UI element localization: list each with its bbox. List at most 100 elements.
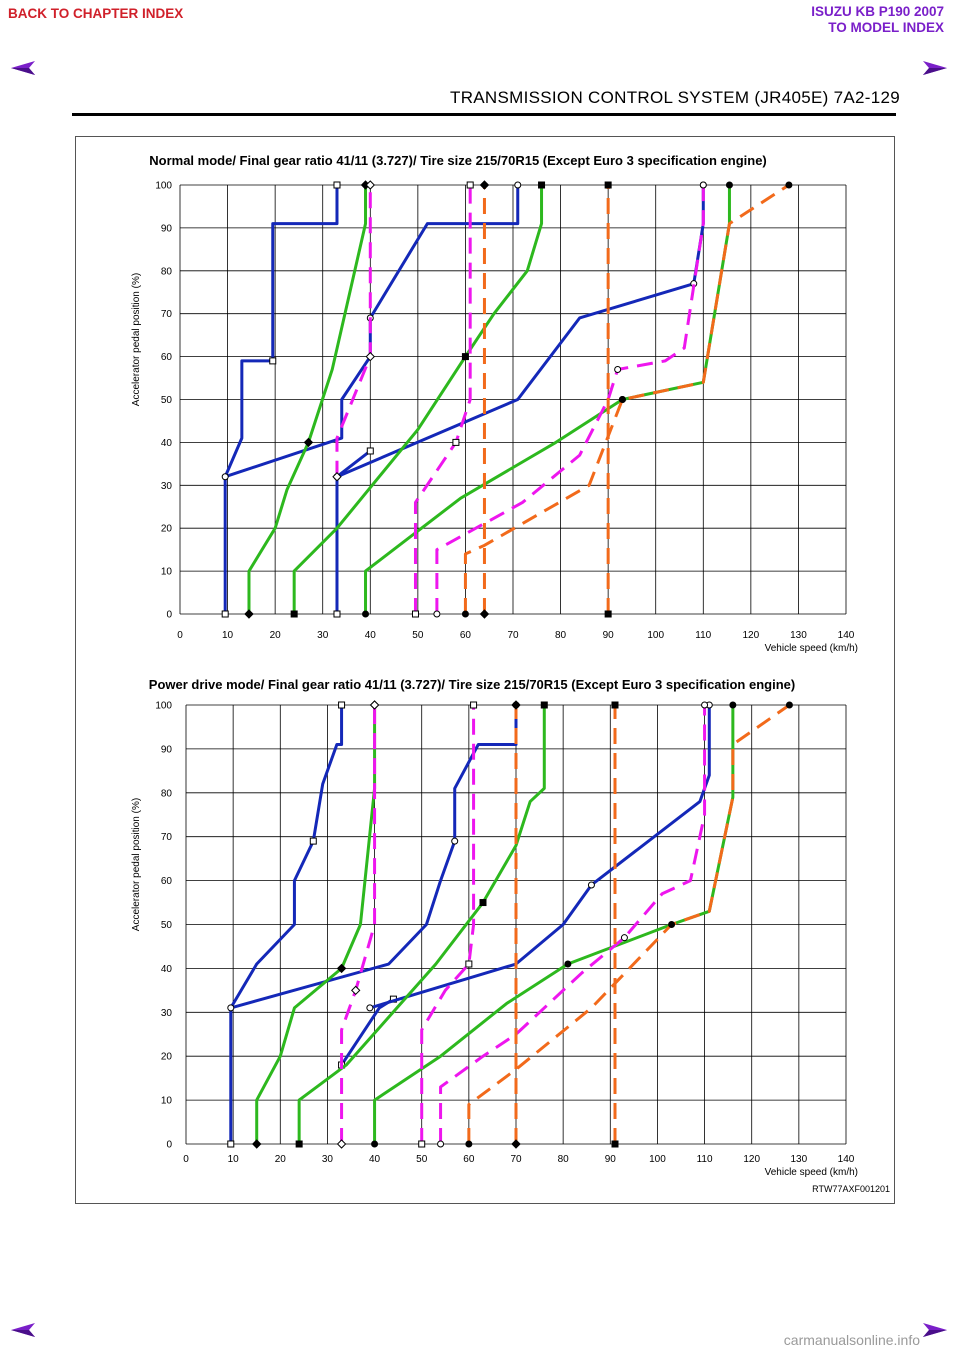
data-point-diamond xyxy=(479,609,490,619)
series-line-blue-0 xyxy=(229,705,344,1144)
data-point-diamond xyxy=(336,1139,347,1149)
data-point-square xyxy=(411,610,419,618)
data-point-square xyxy=(604,181,612,189)
data-point-square xyxy=(465,960,473,968)
y-axis-label: Accelerator pedal position (%) xyxy=(131,273,142,406)
data-point-circle xyxy=(433,610,441,618)
data-point-square xyxy=(290,610,298,618)
y-tick-label: 50 xyxy=(161,395,173,406)
header-rule xyxy=(72,113,896,116)
series-line-green-4 xyxy=(255,705,377,1144)
x-tick-label: 140 xyxy=(838,630,855,641)
series-line-blue-2 xyxy=(224,185,520,479)
data-point-circle xyxy=(587,881,595,889)
next-page-arrow-icon[interactable] xyxy=(922,60,948,76)
series-line-orange-12 xyxy=(463,183,790,614)
prev-page-bottom-arrow-icon[interactable] xyxy=(10,1322,36,1338)
data-point-square xyxy=(227,1140,235,1148)
series-line-magenta-9 xyxy=(439,705,707,1144)
data-point-square xyxy=(221,610,229,618)
x-tick-label: 90 xyxy=(603,630,615,641)
data-point-square xyxy=(466,181,474,189)
y-tick-label: 80 xyxy=(161,266,173,277)
model-name-link[interactable]: ISUZU KB P190 2007 xyxy=(811,4,944,19)
data-point-square xyxy=(333,181,341,189)
series-line-green-4 xyxy=(247,185,368,614)
x-tick-label: 80 xyxy=(555,630,567,641)
x-tick-label: 40 xyxy=(369,1154,381,1165)
y-tick-label: 100 xyxy=(155,701,172,712)
x-tick-label: 130 xyxy=(790,630,807,641)
data-point-circle xyxy=(362,610,370,618)
x-tick-label: 40 xyxy=(365,630,377,641)
data-point-diamond xyxy=(252,1139,262,1149)
data-point-diamond xyxy=(479,180,490,190)
data-point-circle xyxy=(371,1140,379,1148)
data-point-diamond xyxy=(365,180,375,190)
x-tick-label: 50 xyxy=(412,630,424,641)
y-tick-label: 60 xyxy=(161,352,173,363)
x-tick-label: 0 xyxy=(183,1154,189,1165)
x-tick-label: 10 xyxy=(222,630,234,641)
chart-title: Normal mode/ Final gear ratio 41/11 (3.7… xyxy=(149,153,767,168)
data-point-circle xyxy=(618,396,626,403)
x-tick-label: 120 xyxy=(743,1154,760,1165)
data-point-diamond xyxy=(365,351,375,362)
x-tick-label: 90 xyxy=(605,1154,617,1165)
model-index-header: ISUZU KB P190 2007 TO MODEL INDEX xyxy=(811,4,944,36)
x-tick-label: 60 xyxy=(460,630,472,641)
x-tick-label: 110 xyxy=(695,630,711,641)
data-point-diamond xyxy=(244,609,254,619)
y-tick-label: 0 xyxy=(166,1140,172,1151)
data-point-square xyxy=(295,1140,303,1148)
x-tick-label: 0 xyxy=(177,630,183,641)
data-point-diamond xyxy=(511,700,521,710)
prev-page-arrow-icon[interactable] xyxy=(10,60,36,76)
data-point-circle xyxy=(227,1004,235,1012)
y-axis-label: Accelerator pedal position (%) xyxy=(131,798,142,931)
y-tick-label: 70 xyxy=(161,832,173,843)
x-tick-label: 20 xyxy=(275,1154,287,1165)
x-tick-label: 30 xyxy=(322,1154,334,1165)
y-tick-label: 60 xyxy=(161,876,173,887)
data-point-circle xyxy=(699,181,707,189)
y-tick-label: 90 xyxy=(161,744,173,755)
data-point-diamond xyxy=(511,1139,521,1149)
y-tick-label: 80 xyxy=(161,788,173,799)
figure-frame xyxy=(75,136,895,1204)
next-page-bottom-arrow-icon[interactable] xyxy=(922,1322,948,1338)
data-point-diamond xyxy=(336,963,347,974)
x-tick-label: 50 xyxy=(416,1154,428,1165)
x-tick-label: 130 xyxy=(791,1154,808,1165)
y-tick-label: 10 xyxy=(161,567,173,578)
data-point-circle xyxy=(785,701,793,709)
x-tick-label: 80 xyxy=(558,1154,570,1165)
data-point-square xyxy=(538,181,546,189)
data-point-circle xyxy=(366,1004,374,1012)
y-tick-label: 100 xyxy=(155,181,172,192)
data-point-square xyxy=(611,1140,619,1148)
x-tick-label: 60 xyxy=(463,1154,475,1165)
back-to-chapter-index-link[interactable]: BACK TO CHAPTER INDEX xyxy=(8,6,184,21)
data-point-circle xyxy=(620,934,628,942)
x-tick-label: 70 xyxy=(510,1154,522,1165)
data-point-square xyxy=(611,701,619,709)
x-tick-label: 100 xyxy=(649,1154,666,1165)
series-line-magenta-7 xyxy=(335,185,372,477)
y-tick-label: 50 xyxy=(161,920,173,931)
figure-code: RTW77AXF001201 xyxy=(812,1184,890,1194)
data-point-circle xyxy=(564,960,572,968)
y-tick-label: 20 xyxy=(161,1052,173,1063)
x-axis-label: Vehicle speed (km/h) xyxy=(765,1167,858,1178)
page-title: TRANSMISSION CONTROL SYSTEM (JR405E) 7A2… xyxy=(450,88,900,107)
data-point-square xyxy=(309,837,317,845)
series-line-magenta-9 xyxy=(435,185,705,614)
y-tick-label: 40 xyxy=(161,438,173,449)
y-tick-label: 30 xyxy=(161,1008,173,1019)
x-tick-label: 100 xyxy=(647,630,664,641)
to-model-index-link[interactable]: TO MODEL INDEX xyxy=(828,20,944,35)
data-point-square xyxy=(452,438,460,446)
data-point-circle xyxy=(668,921,676,928)
data-point-diamond xyxy=(351,985,361,996)
x-axis-label: Vehicle speed (km/h) xyxy=(765,643,858,654)
